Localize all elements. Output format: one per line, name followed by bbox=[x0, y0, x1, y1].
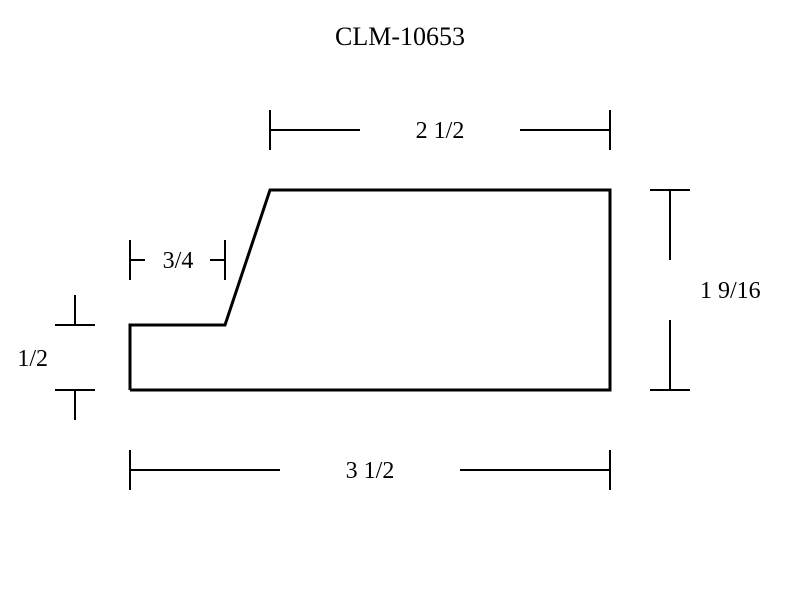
profile-outline bbox=[130, 190, 610, 390]
dim-bottom-width-label: 3 1/2 bbox=[346, 458, 395, 484]
dim-step-height bbox=[55, 295, 95, 420]
technical-drawing: CLM-10653 2 1/2 3/4 1 9/16 1/2 3 bbox=[0, 0, 800, 600]
dim-right-height bbox=[650, 190, 690, 390]
dim-top-width-label: 2 1/2 bbox=[416, 118, 465, 144]
dim-step-width-label: 3/4 bbox=[163, 248, 194, 274]
dim-right-height-label: 1 9/16 bbox=[700, 278, 761, 304]
dim-step-height-label: 1/2 bbox=[17, 346, 48, 372]
drawing-title: CLM-10653 bbox=[335, 22, 465, 51]
